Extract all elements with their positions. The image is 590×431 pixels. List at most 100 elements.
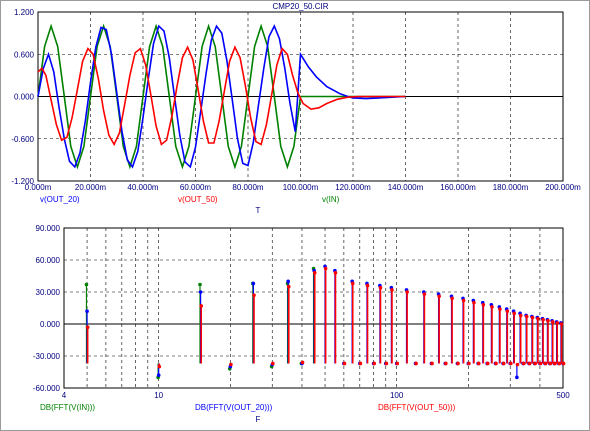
stem-marker-dbfftvout50 [561, 361, 566, 366]
stem-marker-dbfftvout50 [538, 361, 543, 366]
stem-marker-dbfftvout50 [414, 361, 418, 366]
top-y-tick-label: -0.600 [11, 135, 34, 144]
stem-marker-dbfftvout50 [300, 360, 305, 365]
stem-marker-dbfftvout50 [505, 309, 510, 314]
stem-marker-dbfftvout50 [229, 362, 233, 367]
stem-marker-dbfftvout50 [524, 314, 529, 319]
stem-marker-dbfftvout50 [485, 361, 490, 366]
top-y-tick-label: -1.200 [11, 177, 34, 186]
stem-marker-dbfftvout50 [378, 285, 383, 290]
stem-marker-dbfftvout20 [515, 375, 519, 380]
top-x-tick-label: 20.000m [75, 183, 106, 192]
stem-marker-dbfftvout20 [251, 281, 256, 286]
stem-marker-dbfftvout50 [533, 361, 538, 366]
stem-marker-dbfftvout50 [546, 319, 550, 323]
top-x-tick-label: 140.000m [388, 183, 424, 192]
stem-marker-dbfftvout20 [286, 279, 290, 284]
stem-marker-dbfftvout50 [515, 362, 520, 367]
top-x-tick-label: 80.000m [232, 183, 263, 192]
top-y-tick-label: 0.600 [14, 50, 35, 59]
stem-marker-dbfftvout50 [490, 305, 494, 309]
stem-marker-dbfftvout50 [395, 361, 400, 366]
stem-marker-dbfftvout50 [372, 361, 377, 366]
stem-marker-dbfftvout50 [358, 361, 363, 366]
stem-marker-dbfftvout50 [541, 317, 545, 322]
top-legend-entry: v(IN) [322, 195, 340, 204]
stem-marker-dbfftvout50 [548, 361, 553, 366]
bottom-y-tick-label: -30.000 [33, 352, 61, 361]
stem-marker-dbfftvout50 [437, 294, 441, 299]
stem-marker-dbfftvout50 [157, 364, 162, 369]
top-x-tick-label: 40.000m [127, 183, 158, 192]
bottom-y-tick-label: 90.000 [36, 224, 61, 233]
stem-marker-dbfftvout50 [472, 300, 476, 305]
stem-marker-dbfftvout50 [333, 271, 338, 275]
stem-marker-dbfftvout50 [461, 298, 466, 303]
top-y-tick-label: 0.000 [14, 93, 35, 102]
bottom-y-tick-label: 30.000 [36, 288, 61, 297]
top-x-tick-label: 180.000m [493, 183, 529, 192]
series-line-vout50 [37, 45, 406, 147]
stem-marker-dbfftvout50 [405, 290, 409, 294]
stem-marker-dbfftvout50 [536, 316, 540, 321]
stem-marker-dbfftvout50 [555, 321, 560, 325]
stem-marker-dbfftvout50 [527, 361, 532, 366]
stem-marker-dbfftvin [198, 282, 202, 287]
stem-marker-dbfftvout50 [530, 315, 535, 320]
stem-marker-dbfftvout50 [312, 271, 317, 275]
bottom-legend-entry: DB(FFT(V(OUT_20))) [195, 403, 273, 412]
bottom-x-tick-label: 500 [556, 391, 570, 400]
stem-marker-dbfftvout20 [198, 290, 203, 294]
stem-marker-dbfftvout50 [252, 293, 256, 298]
stem-marker-dbfftvout50 [481, 303, 486, 307]
bottom-legend-entry: DB(FFT(V(OUT_50))) [378, 403, 456, 412]
top-x-tick-label: 120.000m [335, 183, 371, 192]
stem-marker-dbfftvout50 [512, 311, 516, 316]
bottom-x-tick-label: 100 [390, 391, 404, 400]
stem-marker-dbfftvout50 [271, 361, 275, 366]
stem-marker-dbfftvout50 [342, 361, 347, 366]
series-line-vout20 [37, 24, 406, 169]
stem-marker-dbfftvout50 [509, 361, 513, 366]
stem-marker-dbfftvout50 [456, 361, 460, 366]
bottom-legend-entry: DB(FFT(V(IN))) [40, 403, 95, 412]
stem-marker-dbfftvout50 [559, 322, 564, 326]
stem-marker-dbfftvout50 [286, 284, 291, 289]
stem-marker-dbfftvout50 [384, 361, 389, 366]
top-x-axis-label: T [256, 206, 261, 215]
stem-marker-dbfftvout50 [521, 361, 526, 366]
stem-marker-dbfftvout50 [199, 304, 204, 308]
bottom-x-tick-label: 4 [62, 391, 67, 400]
stem-marker-dbfftvin [84, 282, 89, 287]
stem-marker-dbfftvout50 [501, 361, 506, 366]
stem-marker-dbfftvout50 [553, 361, 557, 366]
top-legend-entry: v(OUT_20) [40, 195, 80, 204]
bottom-x-axis-label: F [256, 415, 261, 424]
stem-marker-dbfftvout20 [156, 373, 161, 378]
top-y-tick-label: 1.200 [14, 8, 35, 17]
stem-marker-dbfftvout50 [518, 313, 523, 318]
stem-marker-dbfftvout50 [450, 296, 454, 301]
stem-marker-dbfftvout50 [430, 361, 434, 366]
stem-marker-dbfftvout50 [85, 325, 90, 330]
series-line-vin [37, 23, 406, 170]
bottom-y-tick-label: 0.000 [40, 320, 61, 329]
bottom-x-tick-label: 10 [154, 391, 163, 400]
bottom-y-tick-label: -60.000 [33, 384, 61, 393]
top-x-tick-label: 160.000m [440, 183, 476, 192]
stem-marker-dbfftvout50 [494, 361, 498, 366]
top-x-tick-label: 200.000m [545, 183, 581, 192]
stem-marker-dbfftvout50 [476, 361, 481, 366]
top-x-tick-label: 100.000m [283, 183, 319, 192]
stem-marker-dbfftvout50 [390, 288, 394, 292]
stem-marker-dbfftvout50 [543, 361, 548, 366]
top-legend-entry: v(OUT_50) [178, 195, 218, 204]
stem-marker-dbfftvout50 [323, 266, 328, 271]
stem-marker-dbfftvout50 [557, 361, 562, 366]
stem-marker-dbfftvout50 [550, 320, 555, 324]
top-x-tick-label: 60.000m [180, 183, 211, 192]
bottom-y-tick-label: 60.000 [36, 256, 61, 265]
stem-marker-dbfftvout50 [422, 292, 427, 296]
stem-marker-dbfftvout20 [85, 309, 89, 314]
